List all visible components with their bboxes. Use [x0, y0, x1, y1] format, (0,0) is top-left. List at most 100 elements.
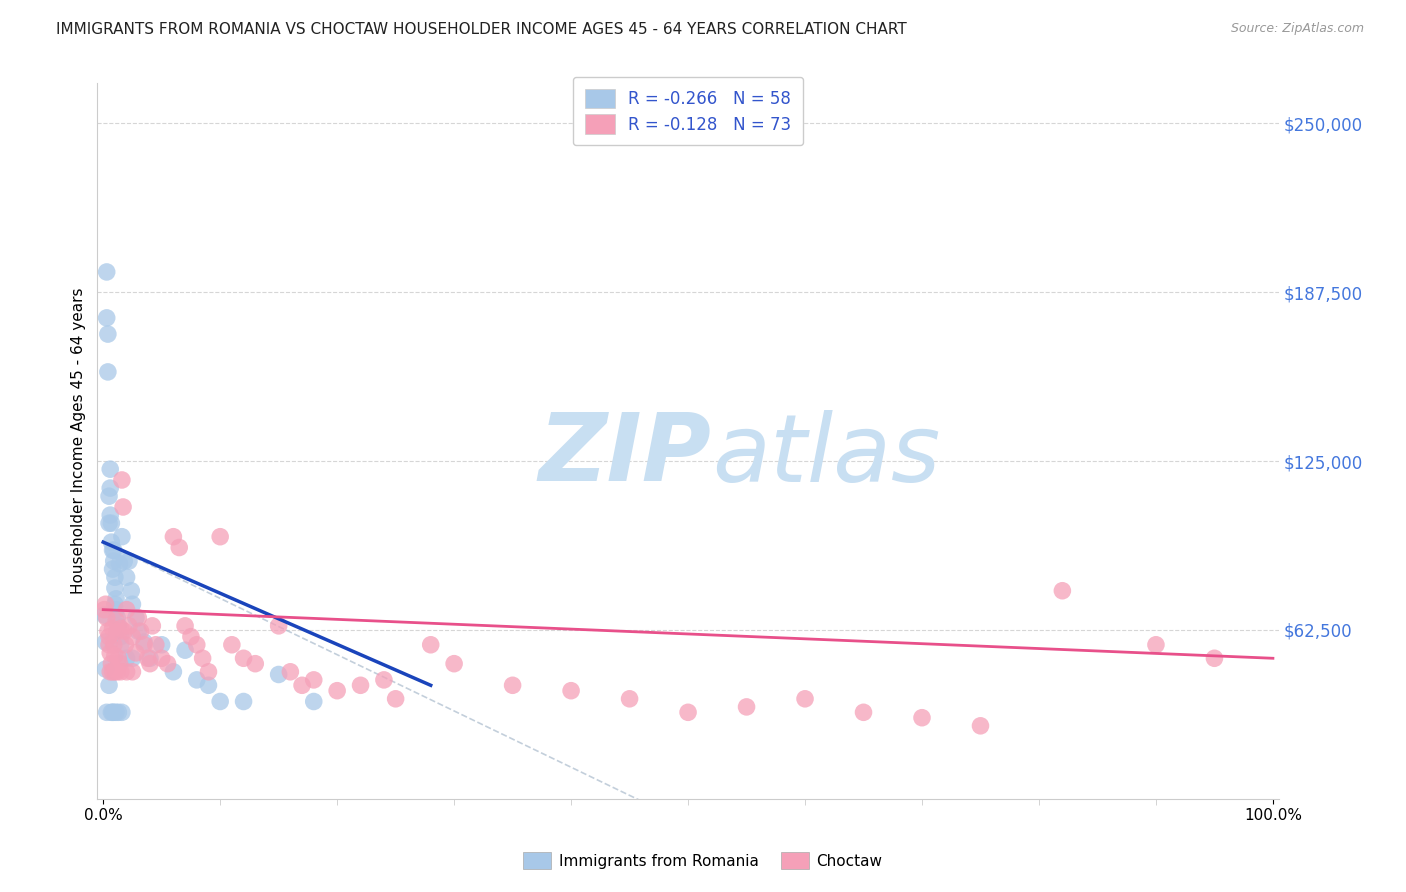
Point: [104, 581, 127, 595]
Point: [121, 665, 143, 679]
Text: IMMIGRANTS FROM ROMANIA VS CHOCTAW HOUSEHOLDER INCOME AGES 45 - 64 YEARS CORRELA: IMMIGRANTS FROM ROMANIA VS CHOCTAW HOUSE…: [56, 22, 907, 37]
Point: [267, 667, 290, 681]
Point: [141, 619, 163, 633]
Point: [108, 557, 131, 571]
Point: [502, 678, 524, 692]
Point: [101, 562, 124, 576]
Point: [105, 665, 128, 679]
Point: [136, 651, 159, 665]
Point: [97, 365, 120, 379]
Text: ZIP: ZIP: [538, 409, 711, 501]
Point: [101, 543, 124, 558]
Point: [139, 657, 162, 671]
Y-axis label: Householder Income Ages 45 - 64 years: Householder Income Ages 45 - 64 years: [72, 287, 86, 594]
Point: [735, 699, 758, 714]
Point: [98, 678, 121, 692]
Point: [969, 719, 991, 733]
Point: [101, 706, 124, 720]
Point: [349, 678, 371, 692]
Point: [107, 619, 129, 633]
Point: [232, 694, 254, 708]
Point: [145, 638, 167, 652]
Point: [103, 554, 125, 568]
Point: [101, 622, 124, 636]
Point: [96, 265, 118, 279]
Point: [373, 673, 395, 687]
Point: [105, 602, 128, 616]
Point: [112, 500, 135, 514]
Point: [127, 624, 149, 639]
Point: [560, 683, 582, 698]
Point: [191, 651, 214, 665]
Point: [100, 657, 122, 671]
Point: [443, 657, 465, 671]
Point: [98, 638, 121, 652]
Point: [98, 462, 121, 476]
Point: [167, 541, 190, 555]
Point: [104, 597, 127, 611]
Point: [111, 530, 134, 544]
Point: [111, 706, 134, 720]
Point: [107, 651, 129, 665]
Point: [186, 673, 208, 687]
Point: [115, 651, 138, 665]
Point: [98, 516, 121, 531]
Point: [96, 611, 118, 625]
Point: [93, 602, 115, 616]
Point: [150, 638, 173, 652]
Point: [110, 638, 132, 652]
Point: [94, 635, 117, 649]
Point: [98, 665, 121, 679]
Point: [111, 473, 134, 487]
Point: [107, 706, 129, 720]
Point: [134, 635, 156, 649]
Point: [326, 683, 349, 698]
Point: [676, 706, 699, 720]
Point: [419, 638, 441, 652]
Point: [162, 665, 184, 679]
Point: [103, 638, 125, 652]
Point: [280, 665, 302, 679]
Point: [794, 691, 817, 706]
Point: [105, 591, 128, 606]
Point: [98, 489, 121, 503]
Point: [134, 638, 156, 652]
Point: [197, 678, 219, 692]
Point: [103, 706, 125, 720]
Point: [110, 665, 132, 679]
Point: [302, 694, 325, 708]
Point: [97, 624, 120, 639]
Point: [118, 619, 141, 633]
Text: Source: ZipAtlas.com: Source: ZipAtlas.com: [1230, 22, 1364, 36]
Point: [104, 648, 127, 663]
Point: [112, 554, 135, 568]
Point: [96, 706, 118, 720]
Point: [174, 643, 197, 657]
Point: [114, 638, 136, 652]
Point: [125, 611, 148, 625]
Point: [911, 711, 934, 725]
Point: [619, 691, 641, 706]
Point: [101, 665, 124, 679]
Point: [125, 646, 148, 660]
Point: [103, 543, 125, 558]
Point: [245, 657, 267, 671]
Point: [186, 638, 208, 652]
Point: [110, 630, 132, 644]
Point: [1144, 638, 1167, 652]
Point: [104, 570, 127, 584]
Point: [100, 516, 122, 531]
Point: [127, 611, 149, 625]
Point: [120, 583, 142, 598]
Point: [108, 657, 131, 671]
Point: [112, 624, 135, 639]
Point: [121, 630, 143, 644]
Point: [105, 611, 128, 625]
Point: [121, 651, 143, 665]
Point: [209, 530, 232, 544]
Point: [267, 619, 290, 633]
Point: [232, 651, 254, 665]
Point: [100, 535, 122, 549]
Point: [129, 624, 152, 639]
Point: [98, 508, 121, 522]
